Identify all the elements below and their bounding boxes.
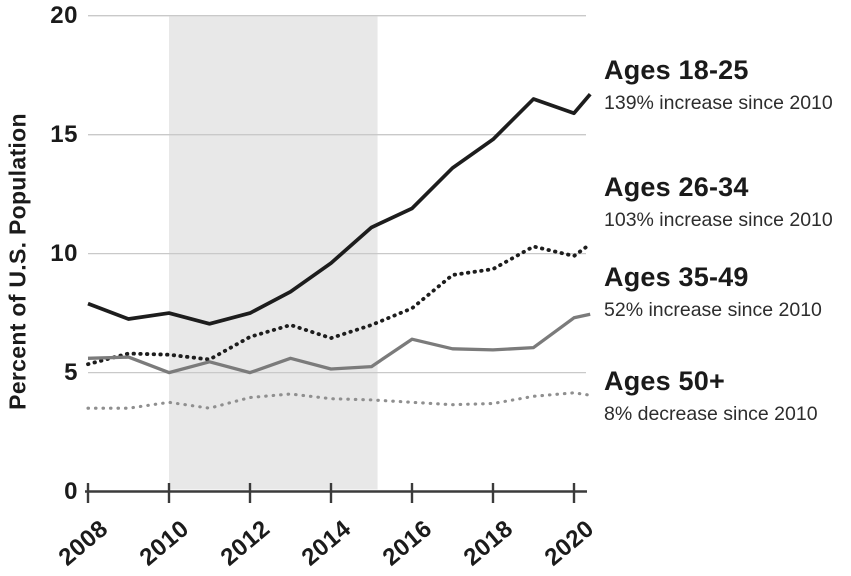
series-line-ages-18-25 (87, 92, 592, 326)
series-annotation: 52% increase since 2010 (604, 299, 822, 321)
y-tick-label-5: 5 (64, 358, 78, 386)
series-line-ages-26-34 (86, 242, 593, 367)
series-label-ages-26-34: Ages 26-34 103% increase since 2010 (604, 172, 851, 232)
series-label-ages-35-49: Ages 35-49 52% increase since 2010 (604, 262, 851, 322)
series-annotation: 103% increase since 2010 (604, 209, 833, 231)
series-annotation: 139% increase since 2010 (604, 92, 833, 114)
series-label-ages-50-plus: Ages 50+ 8% decrease since 2010 (604, 366, 851, 426)
series-name: Ages 50+ (604, 366, 725, 396)
series-name: Ages 18-25 (604, 55, 749, 85)
y-tick-label-20: 20 (50, 1, 78, 29)
y-tick-label-15: 15 (50, 120, 78, 148)
y-tick-label-10: 10 (50, 239, 78, 267)
series-annotation: 8% decrease since 2010 (604, 403, 818, 425)
series-name: Ages 35-49 (604, 262, 749, 292)
series-label-ages-18-25: Ages 18-25 139% increase since 2010 (604, 55, 851, 115)
series-name: Ages 26-34 (604, 172, 749, 202)
series-line-ages-50-plus (86, 391, 592, 410)
series-line-ages-35-49 (87, 312, 591, 375)
y-tick-label-0: 0 (64, 477, 78, 505)
